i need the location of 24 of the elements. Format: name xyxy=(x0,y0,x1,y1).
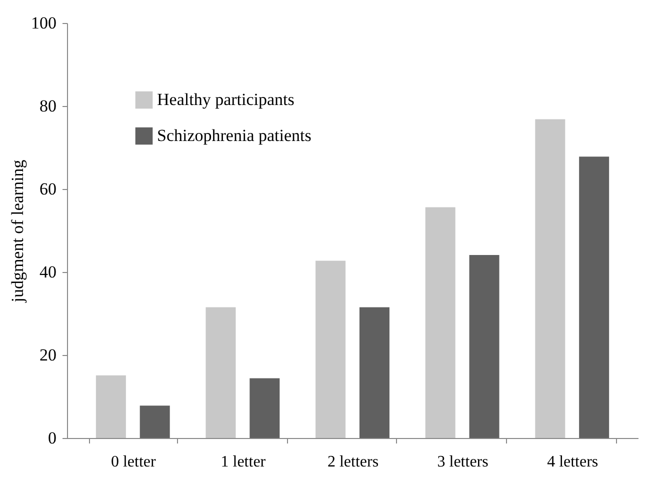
bar xyxy=(140,406,170,438)
bar xyxy=(96,375,126,438)
bar xyxy=(359,307,390,438)
x-tick-label: 1 letter xyxy=(220,454,266,470)
y-tick-label: 100 xyxy=(31,14,56,32)
y-tick-label: 60 xyxy=(40,180,56,198)
x-tick-label: 2 letters xyxy=(327,454,379,470)
legend-label: Healthy participants xyxy=(157,90,294,109)
y-tick-label: 0 xyxy=(48,428,56,448)
bar xyxy=(250,378,280,438)
x-tick-label: 3 letters xyxy=(437,454,488,470)
legend-label: Schizophrenia patients xyxy=(157,126,312,145)
bar xyxy=(579,156,610,438)
bar xyxy=(535,119,566,438)
y-tick-label: 20 xyxy=(40,346,56,364)
bar xyxy=(206,307,236,438)
x-tick-label: 4 letters xyxy=(547,454,598,470)
bar xyxy=(316,260,346,438)
y-axis-title: judgment of learning xyxy=(8,159,27,304)
y-tick-label: 40 xyxy=(40,262,56,282)
bar xyxy=(425,207,456,438)
y-tick-label: 80 xyxy=(40,96,56,116)
bar xyxy=(469,254,500,438)
x-tick-label: 0 letter xyxy=(110,454,156,470)
